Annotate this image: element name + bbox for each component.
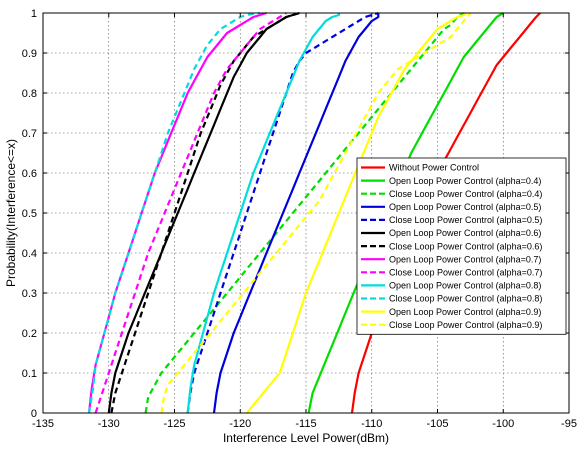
legend-entry: Close Loop Power Control (alpha=0.8) <box>389 294 542 304</box>
legend-entry: Close Loop Power Control (alpha=0.9) <box>389 320 542 330</box>
y-tick-label: 0.8 <box>22 88 37 100</box>
x-tick-label: -135 <box>32 418 54 430</box>
legend-entry: Close Loop Power Control (alpha=0.6) <box>389 241 542 251</box>
legend-box <box>356 157 567 335</box>
x-tick-label: -110 <box>361 418 382 430</box>
axis-ticks: -135 -130 -125 -120 -115 -110 -105 -100 -95 0 0.1 0… <box>22 8 577 430</box>
series-line-10 <box>186 13 340 414</box>
legend-entry: Open Loop Power Control (alpha=0.8) <box>389 281 541 291</box>
series-line-3 <box>144 12 465 414</box>
legend-entry: Close Loop Power Control (alpha=0.5) <box>389 215 542 225</box>
legend-entry: Open Loop Power Control (alpha=0.6) <box>389 228 541 238</box>
y-tick-label: 0.7 <box>22 128 37 140</box>
x-tick-label: -100 <box>492 418 514 430</box>
x-axis-label: Interference Level Power(dBm) <box>223 431 389 445</box>
legend-entry: Close Loop Power Control (alpha=0.4) <box>389 189 542 199</box>
y-tick-label: 0.5 <box>22 208 37 220</box>
x-tick-label: -105 <box>426 418 448 430</box>
y-tick-label: 1 <box>31 8 37 20</box>
series-line-4 <box>212 13 380 414</box>
legend-entry: Open Loop Power Control (alpha=0.5) <box>389 202 541 212</box>
legend: Without Power Control Open Loop Power Con… <box>356 157 567 335</box>
y-tick-label: 0.4 <box>22 248 37 260</box>
series-lines <box>87 11 541 414</box>
y-tick-label: 0.9 <box>22 48 37 60</box>
y-tick-label: 0.2 <box>22 328 37 340</box>
legend-entry: Open Loop Power Control (alpha=0.4) <box>389 176 541 186</box>
y-tick-label: 0.6 <box>22 168 37 180</box>
legend-entry: Open Loop Power Control (alpha=0.9) <box>389 307 541 317</box>
y-tick-label: 0.1 <box>22 368 37 380</box>
x-tick-label: -120 <box>229 418 251 430</box>
series-line-7 <box>110 11 300 414</box>
y-tick-label: 0.3 <box>22 288 37 300</box>
legend-entry: Without Power Control <box>389 163 479 173</box>
series-line-13 <box>160 12 472 414</box>
legend-entry: Close Loop Power Control (alpha=0.7) <box>389 268 542 278</box>
x-tick-label: -95 <box>561 418 577 430</box>
series-line-9 <box>94 12 287 414</box>
series-line-6 <box>107 11 300 414</box>
y-tick-label: 0 <box>31 408 37 420</box>
x-tick-label: -125 <box>163 418 185 430</box>
y-axis-label: Probability(Interference<=x) <box>4 139 18 287</box>
series-line-11 <box>87 11 261 414</box>
series-line-5 <box>186 11 379 414</box>
x-tick-label: -130 <box>98 418 120 430</box>
x-tick-label: -115 <box>295 418 316 430</box>
legend-entry: Open Loop Power Control (alpha=0.7) <box>389 254 541 264</box>
